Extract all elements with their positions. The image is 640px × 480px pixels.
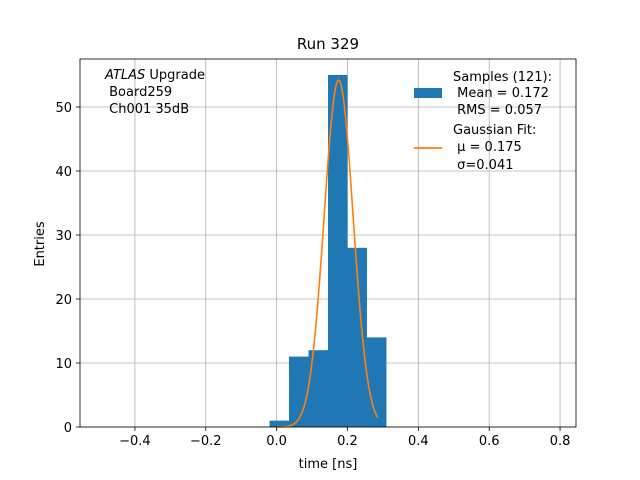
x-tick-label: 0.6 [479, 434, 500, 449]
x-tick-label: 0.8 [550, 434, 571, 449]
chart-title: Run 329 [297, 35, 359, 53]
legend-fit-label: Gaussian Fit: [453, 123, 536, 138]
y-tick-label: 40 [55, 165, 72, 180]
y-tick-label: 10 [55, 357, 72, 372]
y-tick-label: 20 [55, 293, 72, 308]
x-axis-ticks: −0.4 −0.2 0.0 0.2 0.4 0.6 0.8 [119, 427, 570, 449]
annotation-line-3: Ch001 35dB [105, 102, 189, 117]
y-tick-label: 30 [55, 229, 72, 244]
annotation-line-2: Board259 [105, 85, 172, 100]
annotation-rest: Upgrade [145, 68, 205, 83]
annotation-line-1: ATLAS Upgrade [104, 68, 205, 83]
legend-rms-label: RMS = 0.057 [453, 103, 542, 118]
y-tick-label: 0 [64, 421, 72, 436]
legend: Samples (121): Mean = 0.172 RMS = 0.057 … [414, 70, 552, 173]
histogram-bar [366, 337, 387, 427]
plot-frame [79, 58, 577, 428]
histogram-bars [269, 75, 387, 427]
legend-histogram-swatch [414, 88, 442, 98]
x-tick-label: 0.2 [337, 434, 358, 449]
x-tick-label: −0.4 [119, 434, 151, 449]
histogram-bar [289, 356, 309, 427]
histogram-bar [347, 247, 367, 427]
gaussian-fit-curve [276, 79, 379, 428]
histogram-bar [308, 350, 328, 427]
y-axis-label: Entries [33, 221, 48, 267]
annotation-italic: ATLAS [104, 68, 145, 83]
x-tick-label: 0.4 [408, 434, 429, 449]
x-axis-label: time [ns] [299, 457, 358, 472]
y-tick-label: 50 [55, 101, 72, 116]
legend-mean-label: Mean = 0.172 [453, 86, 549, 101]
legend-mu-label: μ = 0.175 [453, 140, 522, 155]
x-tick-label: 0.0 [266, 434, 287, 449]
histogram-bar [328, 75, 348, 427]
legend-samples-label: Samples (121): [453, 70, 552, 85]
atlas-annotation: ATLAS Upgrade Board259 Ch001 35dB [104, 68, 205, 117]
legend-sigma-label: σ=0.041 [453, 158, 513, 173]
histogram-bar [269, 420, 290, 427]
y-axis-ticks: 0 10 20 30 40 50 [55, 101, 80, 436]
x-tick-label: −0.2 [190, 434, 222, 449]
